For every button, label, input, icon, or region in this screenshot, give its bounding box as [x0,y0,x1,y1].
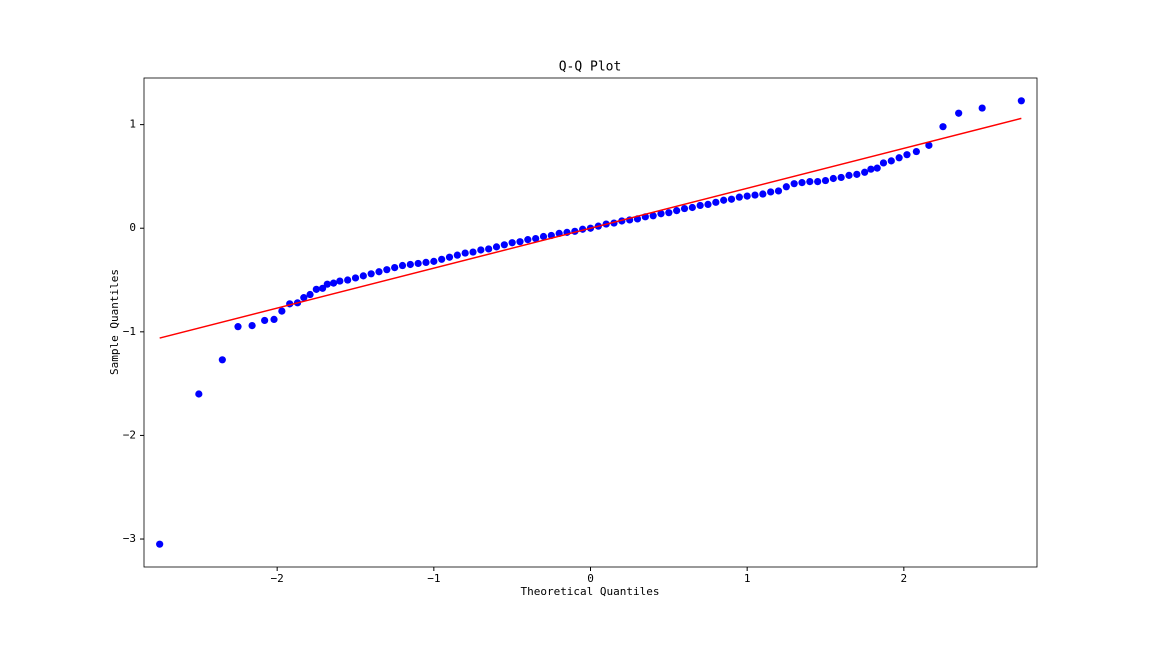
point [879,159,888,167]
plot-frame [143,77,1038,568]
y-axis-label: Sample Quantiles [108,269,121,375]
point [261,316,269,325]
point [696,201,704,210]
point [903,151,911,159]
point [375,268,383,276]
point [278,307,286,315]
point [704,200,712,208]
point [806,178,814,186]
point [383,266,391,274]
point [453,251,461,259]
point [430,257,438,265]
point [422,258,430,267]
x-tick-label: 2 [901,572,908,585]
point [673,207,681,215]
point [657,210,665,218]
point [445,253,454,261]
y-tick-label: −2 [123,428,136,441]
point [735,193,743,201]
point [300,294,308,302]
point [367,270,375,278]
chart-title: Q-Q Plot [559,60,622,75]
point [814,178,822,186]
point [751,191,759,199]
point [398,261,407,270]
point [485,245,493,253]
point [195,390,203,398]
point [323,280,331,288]
point [955,109,963,117]
point [978,104,986,112]
reference-line [159,117,1022,339]
point [774,187,783,195]
point [218,356,226,364]
point [939,123,947,131]
x-tick-label: −2 [271,572,284,585]
point [665,209,673,217]
point [925,141,933,149]
point [873,164,881,172]
y-tick-label: −3 [123,532,136,545]
point [759,190,767,198]
y-tick-label: −1 [123,325,136,338]
point [477,246,485,254]
point [492,243,501,251]
point [853,170,861,178]
point [344,276,352,284]
point [767,188,775,196]
point [359,272,367,280]
point [469,248,477,256]
point [727,195,736,203]
point [895,154,903,162]
point [248,322,256,330]
point [720,196,728,204]
point [156,540,164,548]
x-tick-label: 0 [587,572,594,585]
point [500,241,508,249]
point [312,285,320,293]
point [798,179,806,187]
point [743,192,751,200]
point [306,290,314,299]
point [532,234,540,243]
point [845,171,853,179]
point [319,284,327,292]
point [782,183,790,191]
point [649,212,657,220]
point [539,232,548,241]
x-tick-label: 1 [744,572,751,585]
point [270,315,278,323]
point [1017,97,1025,105]
point [438,255,446,263]
point [680,204,689,213]
point [790,180,798,188]
point [912,147,920,156]
point [414,259,422,268]
point [234,323,242,331]
point [329,279,338,287]
point [712,198,720,206]
point [406,260,414,269]
y-tick-label: 0 [129,221,136,234]
point [688,203,696,212]
point [861,168,869,176]
point [351,274,360,282]
point [508,239,516,247]
point [336,277,344,285]
point [516,238,524,246]
x-tick-label: −1 [427,572,440,585]
point [829,174,837,183]
y-tick-label: 1 [129,118,136,131]
point [524,236,532,244]
point [461,249,469,257]
point [821,176,830,185]
x-axis-label: Theoretical Quantiles [520,585,659,598]
point [867,165,875,173]
point [887,157,895,165]
point [837,173,845,182]
point [391,263,399,272]
